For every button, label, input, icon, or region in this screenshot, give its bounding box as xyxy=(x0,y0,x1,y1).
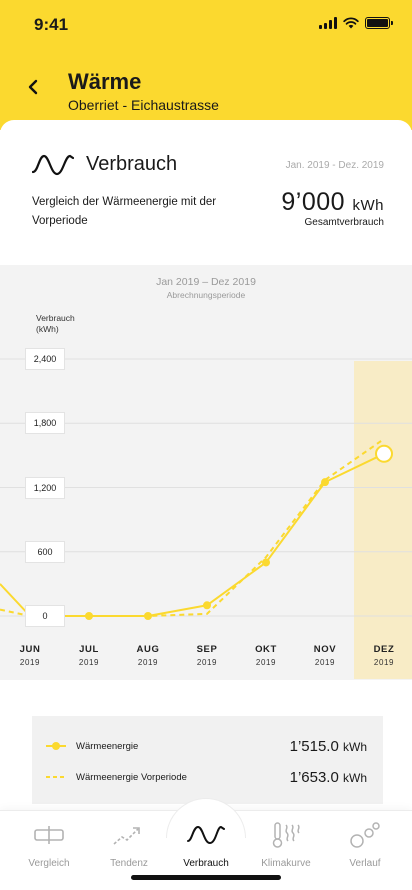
y-axis-label: Verbrauch (kWh) xyxy=(36,313,75,335)
series-line-previous-period xyxy=(0,438,385,617)
consumption-wave-icon xyxy=(187,825,225,845)
y-tick-label: 0 xyxy=(25,605,65,627)
highlighted-month-column xyxy=(354,361,412,679)
tab-verbrauch[interactable]: Verbrauch xyxy=(166,818,246,869)
total-consumption: 9’000 kWh xyxy=(281,188,384,217)
legend-number: 1’515.0 xyxy=(289,737,339,755)
status-icons xyxy=(319,17,393,29)
y-axis-label-line: (kWh) xyxy=(36,324,59,334)
x-tick-month: DEZ xyxy=(373,644,395,655)
tab-verlauf[interactable]: Verlauf xyxy=(325,818,405,869)
app-header xyxy=(0,0,412,130)
chart-subtitle: Abrechnungsperiode xyxy=(166,290,246,300)
consumption-wave-icon xyxy=(32,154,74,176)
bubbles-icon xyxy=(350,822,380,848)
x-tick-month: SEP xyxy=(196,644,218,655)
status-time: 9:41 xyxy=(34,15,69,34)
location-subtitle: Oberriet - Eichaustrasse xyxy=(68,97,219,113)
tab-tendenz[interactable]: Tendenz xyxy=(89,818,169,869)
summary-card xyxy=(0,120,412,265)
data-point xyxy=(262,558,270,567)
x-tick-label: DEZ 2019 xyxy=(359,643,409,669)
x-tick-year: 2019 xyxy=(137,658,159,667)
comparison-icon xyxy=(34,826,64,844)
cellular-signal-icon xyxy=(319,17,337,29)
x-tick-label: AUG 2019 xyxy=(123,643,173,669)
tab-label: Vergleich xyxy=(28,858,70,869)
data-point xyxy=(203,601,211,610)
x-tick-label: NOV 2019 xyxy=(300,643,350,669)
y-tick-label: 1,200 xyxy=(25,476,65,499)
x-tick-month: NOV xyxy=(313,644,337,655)
trend-icon xyxy=(113,827,140,845)
chart-title: Jan 2019 – Dez 2019 xyxy=(156,276,256,288)
tab-label: Klimakurve xyxy=(261,858,311,869)
dashed-line-marker-icon xyxy=(46,776,66,778)
selected-data-point xyxy=(375,444,393,463)
x-tick-year: 2019 xyxy=(78,658,100,667)
legend-unit: kWh xyxy=(343,770,367,785)
x-tick-year: 2019 xyxy=(314,658,336,667)
chart-legend: Wärmeenergie 1’515.0 kWh Wärmeenergie Vo… xyxy=(32,716,383,804)
summary-description: Vergleich der Wärmeenergie mit der Vorpe… xyxy=(32,196,217,227)
total-unit: kWh xyxy=(352,197,384,214)
data-point xyxy=(321,478,329,487)
tab-label: Tendenz xyxy=(110,858,148,869)
home-indicator xyxy=(131,875,281,880)
section-title: Verbrauch xyxy=(86,153,178,175)
x-tick-month: JUL xyxy=(79,644,99,655)
x-tick-year: 2019 xyxy=(19,658,41,667)
battery-icon xyxy=(365,17,393,29)
total-label: Gesamtverbrauch xyxy=(304,217,384,228)
legend-item: Wärmeenergie 1’515.0 kWh xyxy=(46,736,367,756)
x-tick-label: SEP 2019 xyxy=(182,643,232,669)
x-tick-label: JUN 2019 xyxy=(5,643,55,669)
chevron-left-icon xyxy=(28,79,38,95)
x-tick-month: JUN xyxy=(19,644,41,655)
legend-item: Wärmeenergie Vorperiode 1’653.0 kWh xyxy=(46,767,367,787)
legend-unit: kWh xyxy=(343,739,367,754)
x-tick-year: 2019 xyxy=(373,658,395,667)
y-tick-label: 600 xyxy=(25,540,65,563)
thermometer-heat-icon xyxy=(272,822,300,848)
total-value: 9’000 xyxy=(281,188,346,216)
legend-value: 1’515.0 kWh xyxy=(290,738,367,755)
page-title: Wärme xyxy=(68,69,142,94)
wifi-icon xyxy=(343,17,359,29)
data-point xyxy=(85,612,93,620)
status-bar: 9:41 xyxy=(0,0,412,48)
tab-vergleich[interactable]: Vergleich xyxy=(9,818,89,869)
tab-klimakurve[interactable]: Klimakurve xyxy=(246,818,326,869)
y-tick-label: 1,800 xyxy=(25,412,65,435)
legend-label: Wärmeenergie xyxy=(76,740,139,752)
back-button[interactable] xyxy=(22,76,44,98)
x-tick-year: 2019 xyxy=(196,658,218,667)
x-tick-month: AUG xyxy=(136,644,160,655)
y-axis-label-line: Verbrauch xyxy=(36,313,75,323)
x-tick-label: JUL 2019 xyxy=(64,643,114,669)
tab-label: Verlauf xyxy=(349,858,381,869)
data-point xyxy=(144,612,152,620)
legend-label: Wärmeenergie Vorperiode xyxy=(76,771,187,783)
legend-number: 1’653.0 xyxy=(289,768,339,786)
x-tick-month: OKT xyxy=(255,644,277,655)
solid-line-marker-icon xyxy=(46,742,66,750)
tab-label: Verbrauch xyxy=(183,858,229,869)
x-tick-label: OKT 2019 xyxy=(241,643,291,669)
x-tick-year: 2019 xyxy=(255,658,277,667)
legend-value: 1’653.0 kWh xyxy=(290,769,367,786)
y-tick-label: 2,400 xyxy=(25,348,65,370)
period-range: Jan. 2019 - Dez. 2019 xyxy=(285,160,384,171)
